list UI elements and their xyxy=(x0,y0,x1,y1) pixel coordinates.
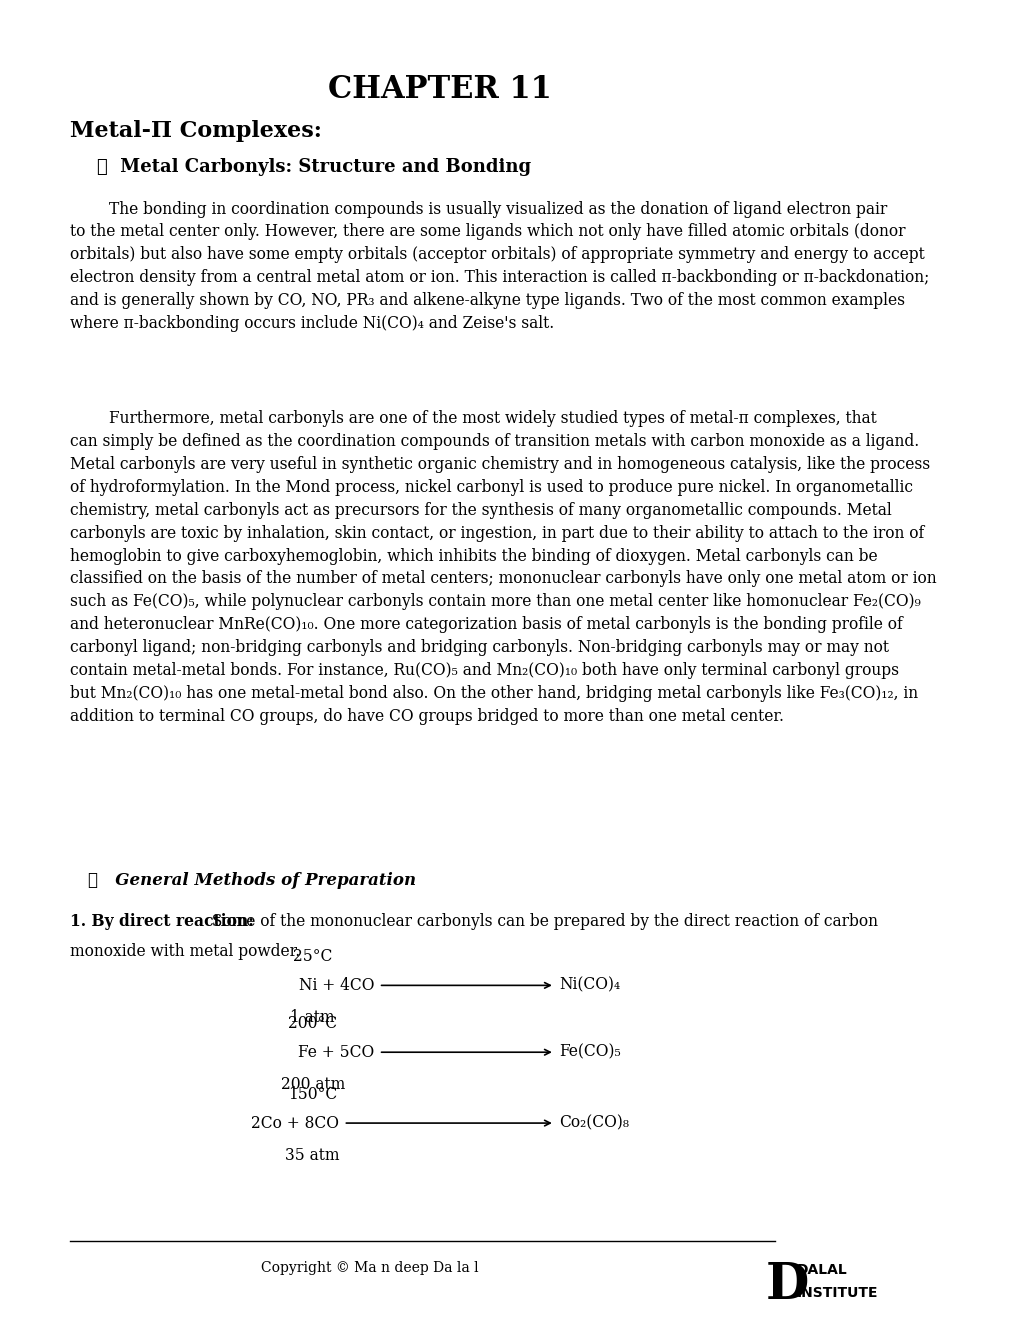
Text: 2Co + 8CO: 2Co + 8CO xyxy=(251,1115,338,1131)
Text: Furthermore, metal carbonyls are one of the most widely studied types of metal-π: Furthermore, metal carbonyls are one of … xyxy=(70,410,936,725)
Text: Metal-Π Complexes:: Metal-Π Complexes: xyxy=(70,120,322,142)
Text: 200°C: 200°C xyxy=(287,1015,337,1032)
Text: 35 atm: 35 atm xyxy=(285,1147,339,1165)
Text: Ni + 4CO: Ni + 4CO xyxy=(299,977,374,993)
Text: 1 atm: 1 atm xyxy=(290,1009,334,1027)
Text: Ni(CO)₄: Ni(CO)₄ xyxy=(558,977,620,993)
Text: monoxide with metal powder.: monoxide with metal powder. xyxy=(70,943,301,960)
Text: 200 atm: 200 atm xyxy=(280,1076,344,1094)
Text: The bonding in coordination compounds is usually visualized as the donation of l: The bonding in coordination compounds is… xyxy=(70,201,929,332)
Text: Some of the mononuclear carbonyls can be prepared by the direct reaction of carb: Some of the mononuclear carbonyls can be… xyxy=(207,913,877,931)
Text: Fe(CO)₅: Fe(CO)₅ xyxy=(558,1044,621,1060)
Text: Copyright © Ma n deep Da la l: Copyright © Ma n deep Da la l xyxy=(261,1261,478,1274)
Text: 1. By direct reaction:: 1. By direct reaction: xyxy=(70,913,254,931)
Text: CHAPTER 11: CHAPTER 11 xyxy=(328,74,551,104)
Text: D: D xyxy=(765,1261,809,1310)
Text: DALAL: DALAL xyxy=(796,1263,847,1277)
Text: ❖  Metal Carbonyls: Structure and Bonding: ❖ Metal Carbonyls: Structure and Bonding xyxy=(97,158,531,175)
Text: 25°C: 25°C xyxy=(292,948,332,965)
Text: Co₂(CO)₈: Co₂(CO)₈ xyxy=(558,1115,629,1131)
Text: 150°C: 150°C xyxy=(287,1086,337,1103)
Text: ➤   General Methods of Preparation: ➤ General Methods of Preparation xyxy=(88,872,416,889)
Text: Fe + 5CO: Fe + 5CO xyxy=(298,1044,374,1060)
Text: INSTITUTE: INSTITUTE xyxy=(796,1286,877,1300)
